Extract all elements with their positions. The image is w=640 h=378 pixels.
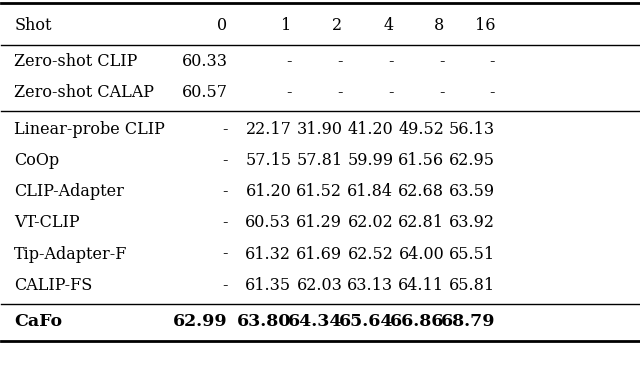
Text: 64.00: 64.00 — [399, 246, 444, 263]
Text: Tip-Adapter-F: Tip-Adapter-F — [14, 246, 127, 263]
Text: -: - — [490, 53, 495, 70]
Text: -: - — [286, 84, 291, 101]
Text: -: - — [388, 53, 394, 70]
Text: 64.34: 64.34 — [288, 313, 342, 330]
Text: 63.92: 63.92 — [449, 214, 495, 231]
Text: 31.90: 31.90 — [296, 121, 342, 138]
Text: 61.52: 61.52 — [296, 183, 342, 200]
Text: Zero-shot CALAP: Zero-shot CALAP — [14, 84, 154, 101]
Text: 56.13: 56.13 — [449, 121, 495, 138]
Text: 62.99: 62.99 — [173, 313, 228, 330]
Text: 61.29: 61.29 — [296, 214, 342, 231]
Text: 8: 8 — [434, 17, 444, 34]
Text: 63.13: 63.13 — [347, 277, 394, 294]
Text: -: - — [337, 84, 342, 101]
Text: 61.84: 61.84 — [348, 183, 394, 200]
Text: Shot: Shot — [14, 17, 52, 34]
Text: 59.99: 59.99 — [347, 152, 394, 169]
Text: 61.35: 61.35 — [245, 277, 291, 294]
Text: 61.20: 61.20 — [246, 183, 291, 200]
Text: 63.80: 63.80 — [237, 313, 291, 330]
Text: -: - — [222, 121, 228, 138]
Text: 41.20: 41.20 — [348, 121, 394, 138]
Text: 62.81: 62.81 — [398, 214, 444, 231]
Text: 62.02: 62.02 — [348, 214, 394, 231]
Text: 65.64: 65.64 — [339, 313, 394, 330]
Text: -: - — [222, 277, 228, 294]
Text: -: - — [388, 84, 394, 101]
Text: 57.81: 57.81 — [296, 152, 342, 169]
Text: 62.52: 62.52 — [348, 246, 394, 263]
Text: -: - — [439, 84, 444, 101]
Text: Zero-shot CLIP: Zero-shot CLIP — [14, 53, 138, 70]
Text: CLIP-Adapter: CLIP-Adapter — [14, 183, 124, 200]
Text: 65.51: 65.51 — [449, 246, 495, 263]
Text: -: - — [222, 214, 228, 231]
Text: -: - — [222, 152, 228, 169]
Text: 61.32: 61.32 — [245, 246, 291, 263]
Text: -: - — [439, 53, 444, 70]
Text: -: - — [286, 53, 291, 70]
Text: 64.11: 64.11 — [398, 277, 444, 294]
Text: 68.79: 68.79 — [441, 313, 495, 330]
Text: 62.03: 62.03 — [296, 277, 342, 294]
Text: -: - — [490, 84, 495, 101]
Text: 4: 4 — [383, 17, 394, 34]
Text: CALIP-FS: CALIP-FS — [14, 277, 92, 294]
Text: 1: 1 — [281, 17, 291, 34]
Text: 62.68: 62.68 — [398, 183, 444, 200]
Text: -: - — [222, 246, 228, 263]
Text: 65.81: 65.81 — [449, 277, 495, 294]
Text: Linear-probe CLIP: Linear-probe CLIP — [14, 121, 165, 138]
Text: 61.56: 61.56 — [398, 152, 444, 169]
Text: 57.15: 57.15 — [245, 152, 291, 169]
Text: CoOp: CoOp — [14, 152, 60, 169]
Text: CaFo: CaFo — [14, 313, 62, 330]
Text: 66.86: 66.86 — [390, 313, 444, 330]
Text: 22.17: 22.17 — [246, 121, 291, 138]
Text: 62.95: 62.95 — [449, 152, 495, 169]
Text: 61.69: 61.69 — [296, 246, 342, 263]
Text: 49.52: 49.52 — [398, 121, 444, 138]
Text: VT-CLIP: VT-CLIP — [14, 214, 80, 231]
Text: 63.59: 63.59 — [449, 183, 495, 200]
Text: 60.53: 60.53 — [245, 214, 291, 231]
Text: 2: 2 — [332, 17, 342, 34]
Text: -: - — [337, 53, 342, 70]
Text: 60.33: 60.33 — [182, 53, 228, 70]
Text: -: - — [222, 183, 228, 200]
Text: 16: 16 — [475, 17, 495, 34]
Text: 60.57: 60.57 — [182, 84, 228, 101]
Text: 0: 0 — [218, 17, 228, 34]
